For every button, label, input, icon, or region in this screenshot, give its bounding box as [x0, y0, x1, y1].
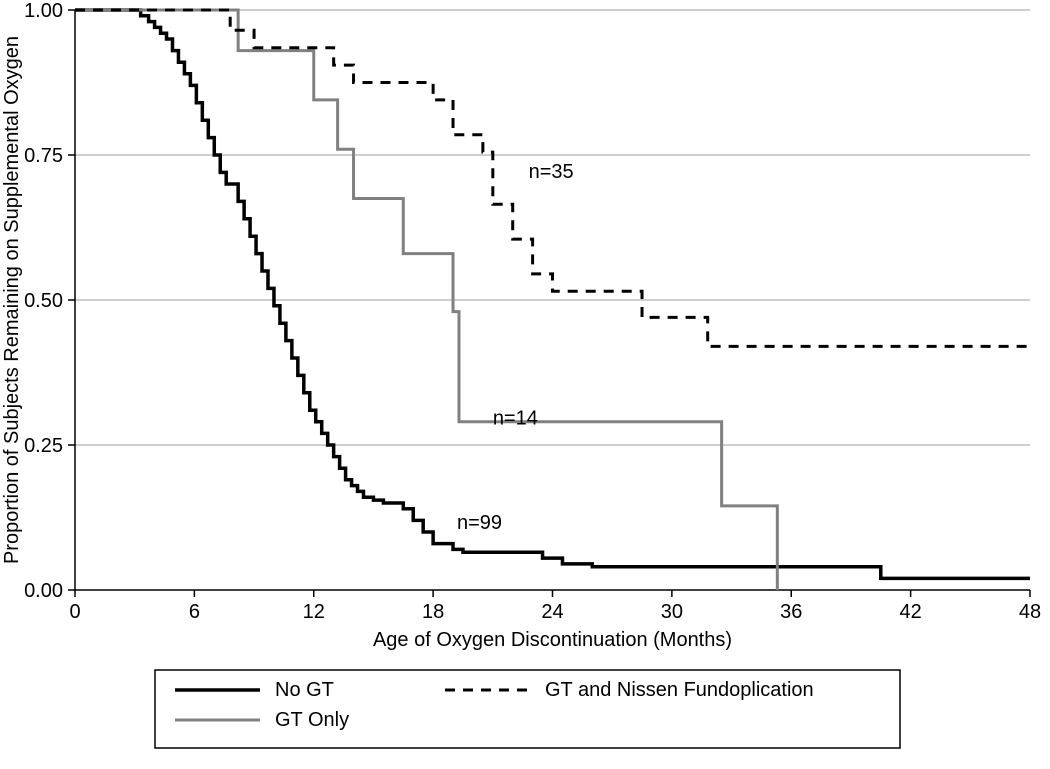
series-annotation: n=14	[493, 408, 538, 430]
legend-label: GT Only	[275, 709, 349, 731]
x-tick-label: 48	[1019, 601, 1041, 623]
series-annotation: n=35	[529, 161, 574, 183]
chart-svg: 0 6 12 18 24 30 36 42 48 0.00 0.25 0.50 0.75 1.00 n=99…	[0, 0, 1050, 769]
y-tick-label: 0.25	[24, 435, 63, 457]
x-tick-label: 24	[541, 601, 563, 623]
x-tick-label: 36	[780, 601, 802, 623]
survival-chart: 0 6 12 18 24 30 36 42 48 0.00 0.25 0.50 0.75 1.00 n=99…	[0, 0, 1050, 769]
y-tick-label: 0.00	[24, 580, 63, 602]
legend-label: No GT	[275, 679, 334, 701]
x-tick-label: 42	[900, 601, 922, 623]
x-tick-label: 0	[69, 601, 80, 623]
series-annotation: n=99	[457, 512, 502, 534]
x-tick-label: 6	[189, 601, 200, 623]
y-tick-label: 0.75	[24, 145, 63, 167]
x-axis-label: Age of Oxygen Discontinuation (Months)	[373, 629, 732, 651]
legend-label: GT and Nissen Fundoplication	[545, 679, 814, 701]
y-tick-label: 0.50	[24, 290, 63, 312]
x-tick-label: 30	[661, 601, 683, 623]
x-tick-label: 12	[303, 601, 325, 623]
y-axis-label: Proportion of Subjects Remaining on Supp…	[1, 36, 23, 564]
y-tick-label: 1.00	[24, 0, 63, 22]
x-tick-label: 18	[422, 601, 444, 623]
